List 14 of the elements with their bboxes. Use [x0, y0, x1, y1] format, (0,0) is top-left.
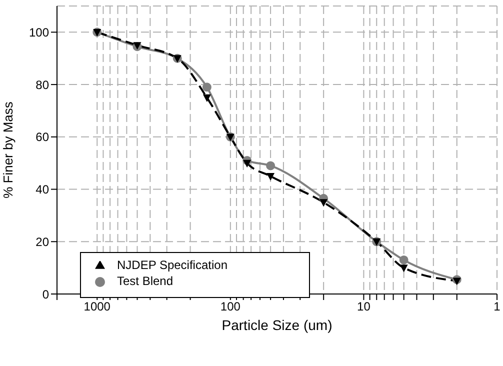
x-tick-label: 10: [357, 300, 371, 314]
y-tick-label: 40: [36, 182, 50, 197]
y-tick-label: 100: [28, 25, 50, 40]
legend-label: Test Blend: [117, 274, 174, 288]
y-tick-label: 20: [36, 234, 50, 249]
x-axis-title: Particle Size (um): [222, 317, 332, 333]
y-axis-title: % Finer by Mass: [0, 101, 16, 198]
y-tick-label: 60: [36, 130, 50, 144]
x-tick-label: 1000: [84, 300, 111, 314]
x-tick-label: 100: [220, 300, 241, 314]
x-tick-label: 1: [494, 300, 501, 314]
legend-label: NJDEP Specification: [117, 258, 228, 272]
y-tick-label: 80: [36, 78, 50, 92]
y-tick-label: 0: [42, 287, 50, 302]
